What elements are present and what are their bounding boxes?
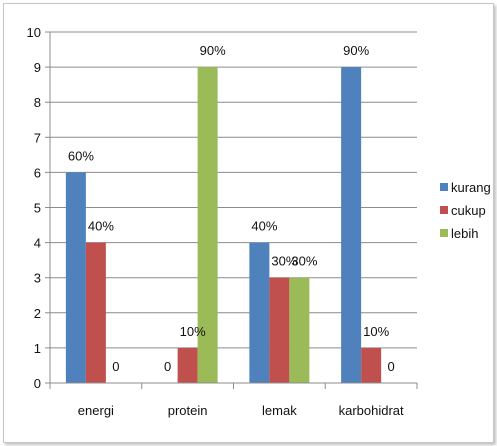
bar-kurang-lemak <box>249 242 270 383</box>
bar-kurang-energi <box>65 172 86 383</box>
y-tick-label: 10 <box>27 25 41 40</box>
data-label-kurang-energi: 60% <box>68 148 94 163</box>
data-label-lebih-karbohidrat: 0 <box>388 359 395 374</box>
data-label-lebih-lemak: 30% <box>291 254 317 269</box>
x-tick-label-karbohidrat: karbohidrat <box>339 403 404 418</box>
y-tick-label: 9 <box>34 60 41 75</box>
data-label-cukup-protein: 10% <box>180 324 206 339</box>
data-label-cukup-lemak: 30% <box>271 254 297 269</box>
legend-swatch-kurang <box>440 183 448 191</box>
y-tick-label: 7 <box>34 130 41 145</box>
y-tick-label: 5 <box>34 201 41 216</box>
y-tick-label: 3 <box>34 271 41 286</box>
y-tick-label: 0 <box>34 376 41 391</box>
bar-cukup-lemak <box>269 277 290 383</box>
axes: 0 1 2 3 4 5 6 7 8 9 10 energi protein lemak karbohidra… <box>27 25 418 418</box>
legend-label-cukup: cukup <box>451 203 486 218</box>
data-label-kurang-karbohidrat: 90% <box>343 43 369 58</box>
y-tick-label: 1 <box>34 341 41 356</box>
legend-label-kurang: kurang <box>451 180 491 195</box>
x-tick-label-protein: protein <box>168 403 208 418</box>
bar-cukup-protein <box>177 347 198 383</box>
x-tick-label-lemak: lemak <box>262 403 297 418</box>
data-label-lebih-energi: 0 <box>112 359 119 374</box>
legend-swatch-cukup <box>440 206 448 214</box>
data-label-cukup-energi: 40% <box>88 219 114 234</box>
data-label-lebih-protein: 90% <box>200 43 226 58</box>
data-label-cukup-karbohidrat: 10% <box>363 324 389 339</box>
bar-kurang-karbohidrat <box>341 67 362 383</box>
data-labels: 60% 40% 0 0 10% 90% 40% 30%30% 90% 10% 0 <box>68 43 395 374</box>
x-tick-label-energi: energi <box>78 403 114 418</box>
bar-lebih-protein <box>197 67 218 383</box>
data-label-kurang-lemak: 40% <box>251 219 277 234</box>
y-tick-label: 2 <box>34 306 41 321</box>
y-tick-label: 8 <box>34 95 41 110</box>
data-label-kurang-protein: 0 <box>164 359 171 374</box>
bar-cukup-karbohidrat <box>361 347 382 383</box>
legend-label-lebih: lebih <box>451 226 478 241</box>
bar-lebih-lemak <box>289 277 310 383</box>
legend: kurang cukup lebih <box>440 180 491 241</box>
y-tick-label: 6 <box>34 165 41 180</box>
bar-cukup-energi <box>85 242 106 383</box>
y-tick-label: 4 <box>34 236 41 251</box>
legend-swatch-lebih <box>440 229 448 237</box>
bars <box>65 67 382 383</box>
